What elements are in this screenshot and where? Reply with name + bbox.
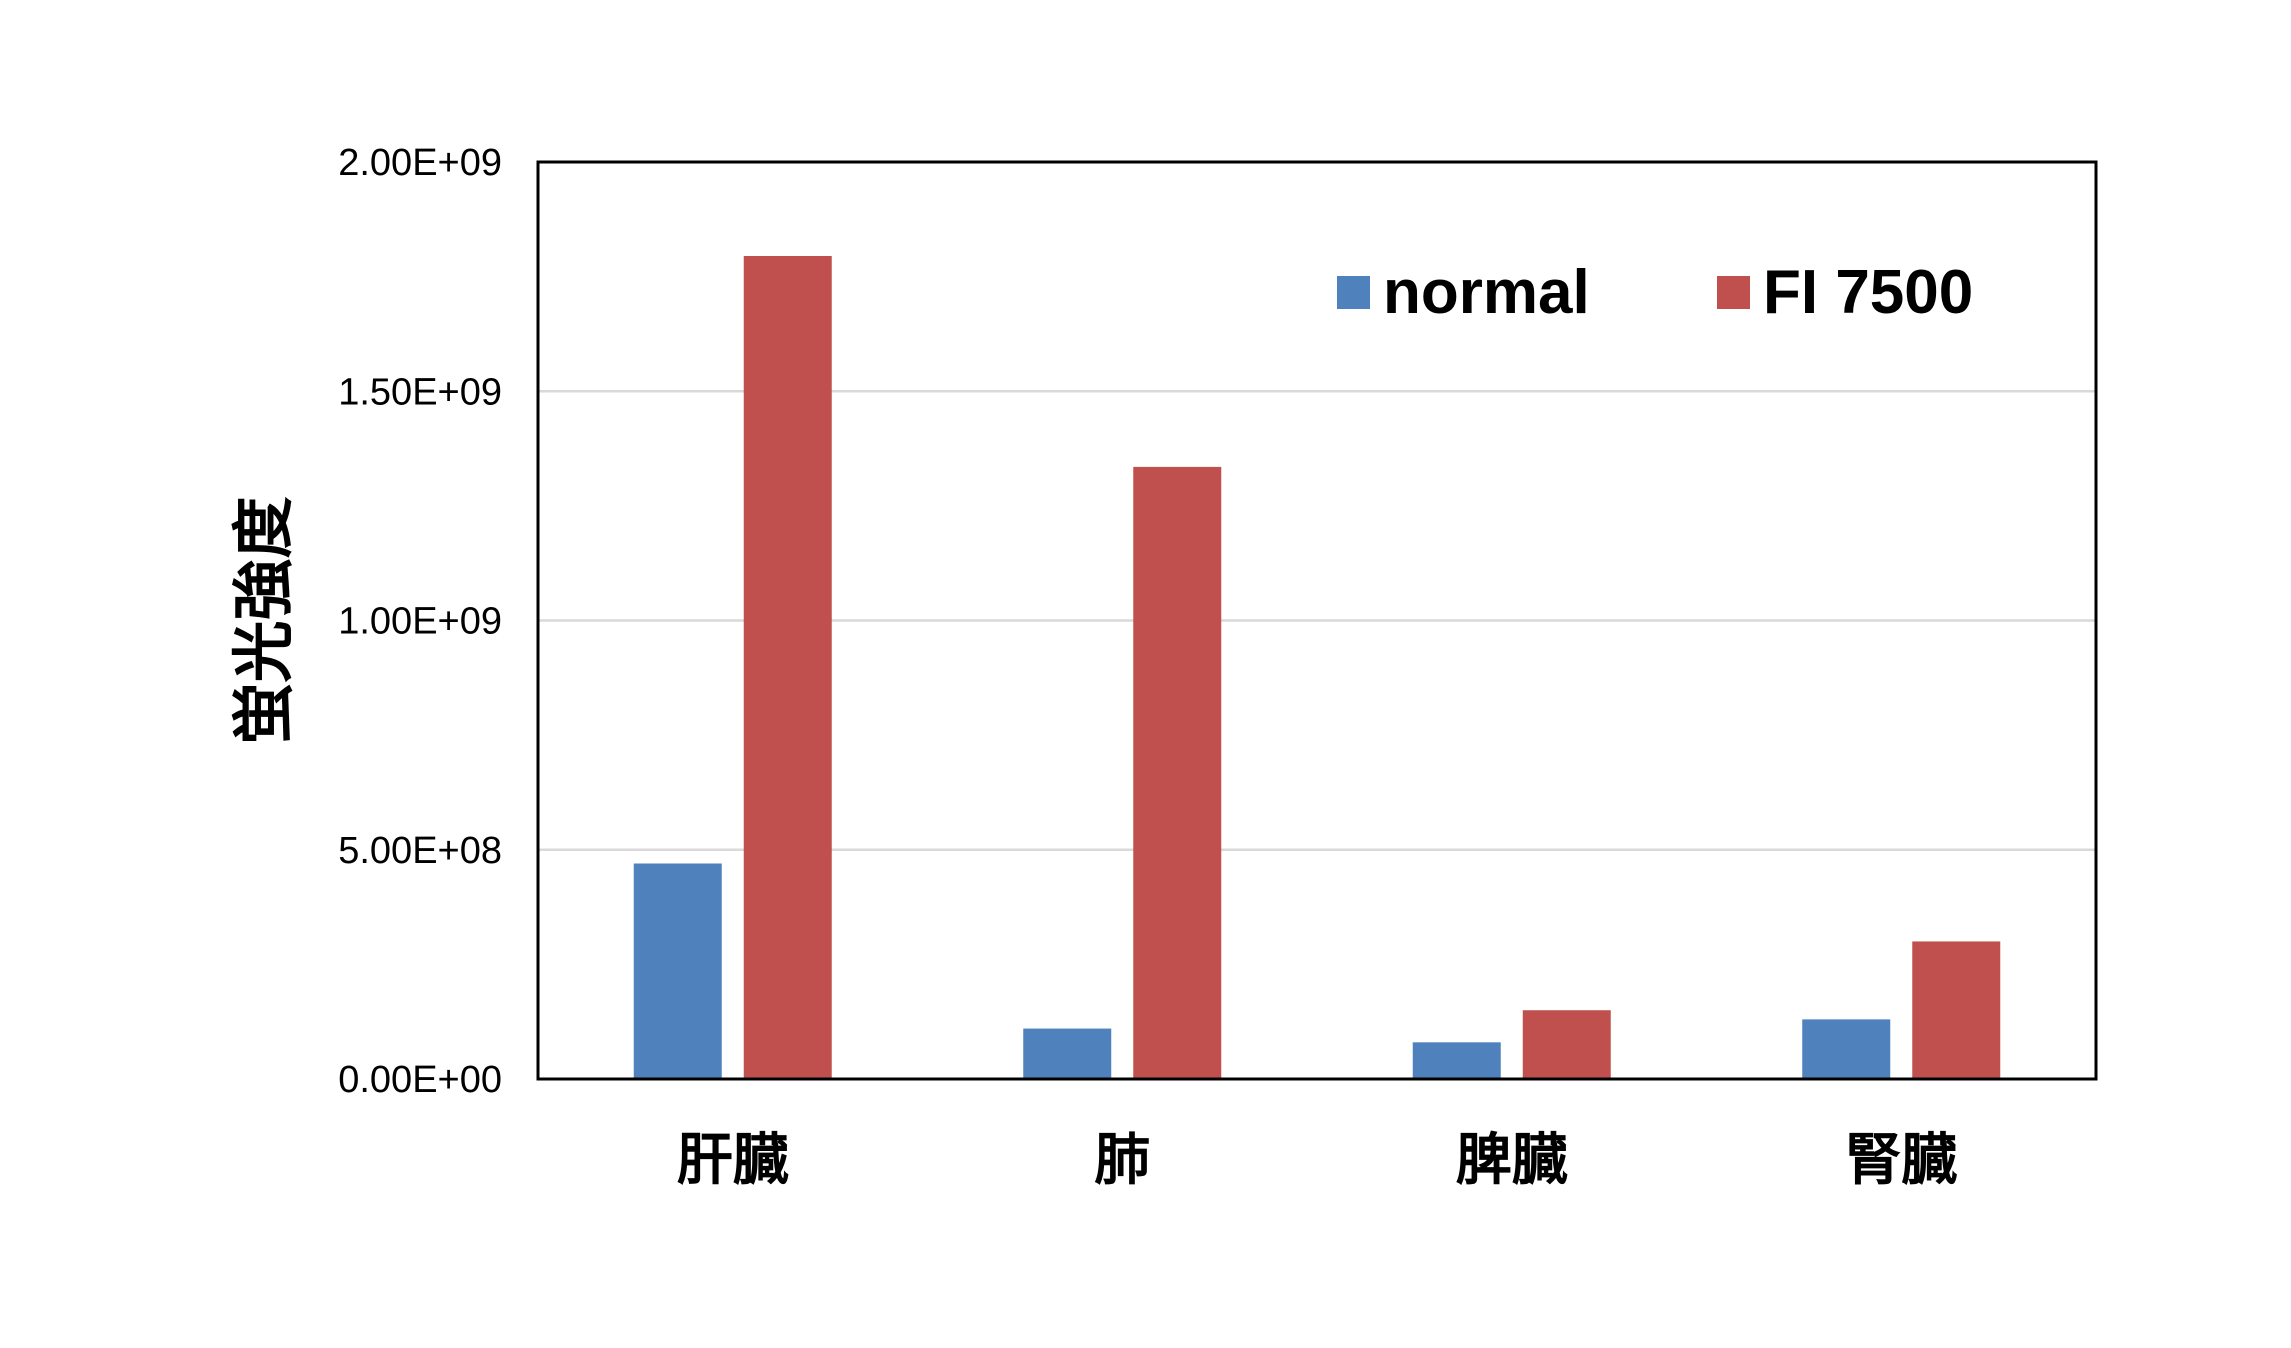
x-axis-category-labels: 肝臓 肺 脾臓 腎臓 bbox=[677, 1128, 1958, 1193]
bar-normal bbox=[1412, 1042, 1501, 1079]
bar-fi-7500 bbox=[1522, 1010, 1611, 1079]
y-tick-label: 2.00E+09 bbox=[338, 142, 502, 184]
y-axis-label: 蛍光強度 bbox=[227, 496, 300, 744]
y-tick-label: 0.00E+00 bbox=[338, 1059, 502, 1101]
x-category-label: 肺 bbox=[1094, 1128, 1150, 1193]
x-category-label: 腎臓 bbox=[1845, 1128, 1957, 1193]
y-tick-label: 5.00E+08 bbox=[338, 830, 502, 872]
legend: normal FI 7500 bbox=[1337, 258, 1973, 327]
y-axis-tick-labels: 0.00E+00 5.00E+08 1.00E+09 1.50E+09 2.00E+09 bbox=[338, 142, 502, 1101]
plot-area-frame bbox=[536, 160, 2098, 1081]
bar-fi-7500 bbox=[1912, 941, 2001, 1079]
x-category-label: 脾臓 bbox=[1456, 1128, 1568, 1193]
bars bbox=[633, 255, 2001, 1080]
legend-swatch bbox=[1337, 276, 1370, 309]
bar-fi-7500 bbox=[1133, 466, 1222, 1080]
x-category-label: 肝臓 bbox=[677, 1128, 789, 1193]
y-tick-label: 1.00E+09 bbox=[338, 601, 502, 643]
legend-label: normal bbox=[1383, 258, 1590, 327]
bar-normal bbox=[1802, 1019, 1891, 1079]
y-tick-label: 1.50E+09 bbox=[338, 371, 502, 413]
bar-fi-7500 bbox=[743, 255, 832, 1079]
legend-swatch bbox=[1717, 276, 1750, 309]
legend-label: FI 7500 bbox=[1763, 258, 1973, 327]
bar-normal bbox=[633, 863, 722, 1079]
bar-normal bbox=[1023, 1028, 1112, 1079]
